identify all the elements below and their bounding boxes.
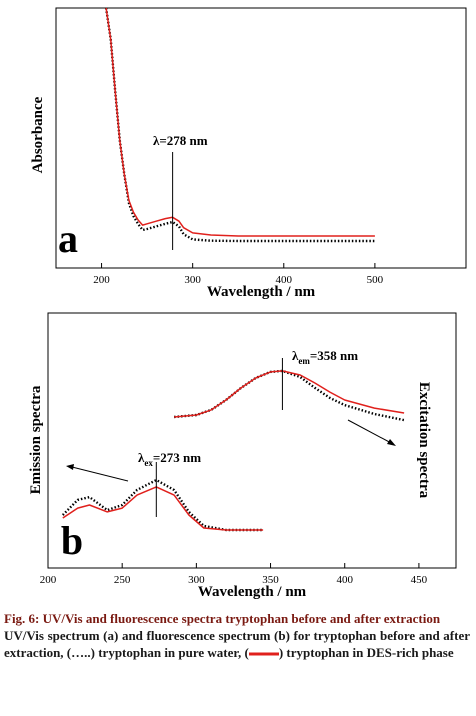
caption: Fig. 6: UV/Vis and fluorescence spectra … — [4, 610, 470, 661]
y-axis-label: Emission spectra — [28, 385, 44, 494]
annotation: λ=278 nm — [153, 133, 208, 148]
x-tick-label: 500 — [367, 274, 384, 286]
y2-axis-label: Excitation spectra — [416, 382, 432, 499]
x-tick-label: 450 — [411, 574, 428, 586]
caption-body: UV/Vis spectrum (a) and fluorescence spe… — [4, 627, 470, 661]
series-line — [104, 7, 375, 243]
series-line — [61, 478, 264, 532]
annotation-subscript: em — [298, 356, 310, 366]
plot-frame — [47, 312, 457, 569]
annotation-text: =273 nm — [153, 450, 201, 465]
x-tick-label: 200 — [93, 274, 110, 286]
series-line — [174, 370, 405, 418]
legend-swatch — [248, 652, 279, 656]
annotation-symbol: λ — [138, 450, 145, 465]
annotation-text: =358 nm — [310, 348, 358, 363]
x-axis-label: Wavelength / nm — [207, 284, 316, 300]
x-tick-label: 350 — [262, 574, 279, 586]
x-tick-label: 300 — [184, 274, 201, 286]
caption-title: Fig. 6: UV/Vis and fluorescence spectra … — [4, 611, 441, 626]
annotation: λex=273 nm — [138, 450, 201, 468]
y-axis-label: Absorbance — [30, 96, 46, 173]
annotation: λem=358 nm — [292, 348, 358, 366]
caption-text: ) tryptophan in DES-rich phase — [278, 645, 454, 660]
x-axis-label: Wavelength / nm — [198, 584, 307, 600]
caption-text: UV/Vis spectrum (a) and fluorescence spe… — [4, 628, 470, 660]
x-tick-label: 400 — [276, 274, 293, 286]
series-line — [62, 486, 264, 531]
plot-frame — [55, 7, 467, 269]
x-tick-label: 400 — [336, 574, 353, 586]
arrow — [347, 419, 394, 445]
arrowhead — [387, 439, 396, 446]
series-line — [105, 7, 375, 237]
x-tick-label: 200 — [40, 574, 57, 586]
annotation-symbol: λ — [292, 348, 299, 363]
panel-label: b — [61, 518, 83, 563]
arrow — [67, 465, 129, 482]
annotation-subscript: ex — [144, 458, 153, 468]
x-tick-label: 300 — [188, 574, 205, 586]
x-tick-label: 250 — [114, 574, 131, 586]
annotation-symbol: λ=278 nm — [153, 133, 208, 148]
arrowhead — [66, 464, 74, 470]
series-line — [173, 369, 405, 422]
panel-label: a — [58, 216, 78, 261]
